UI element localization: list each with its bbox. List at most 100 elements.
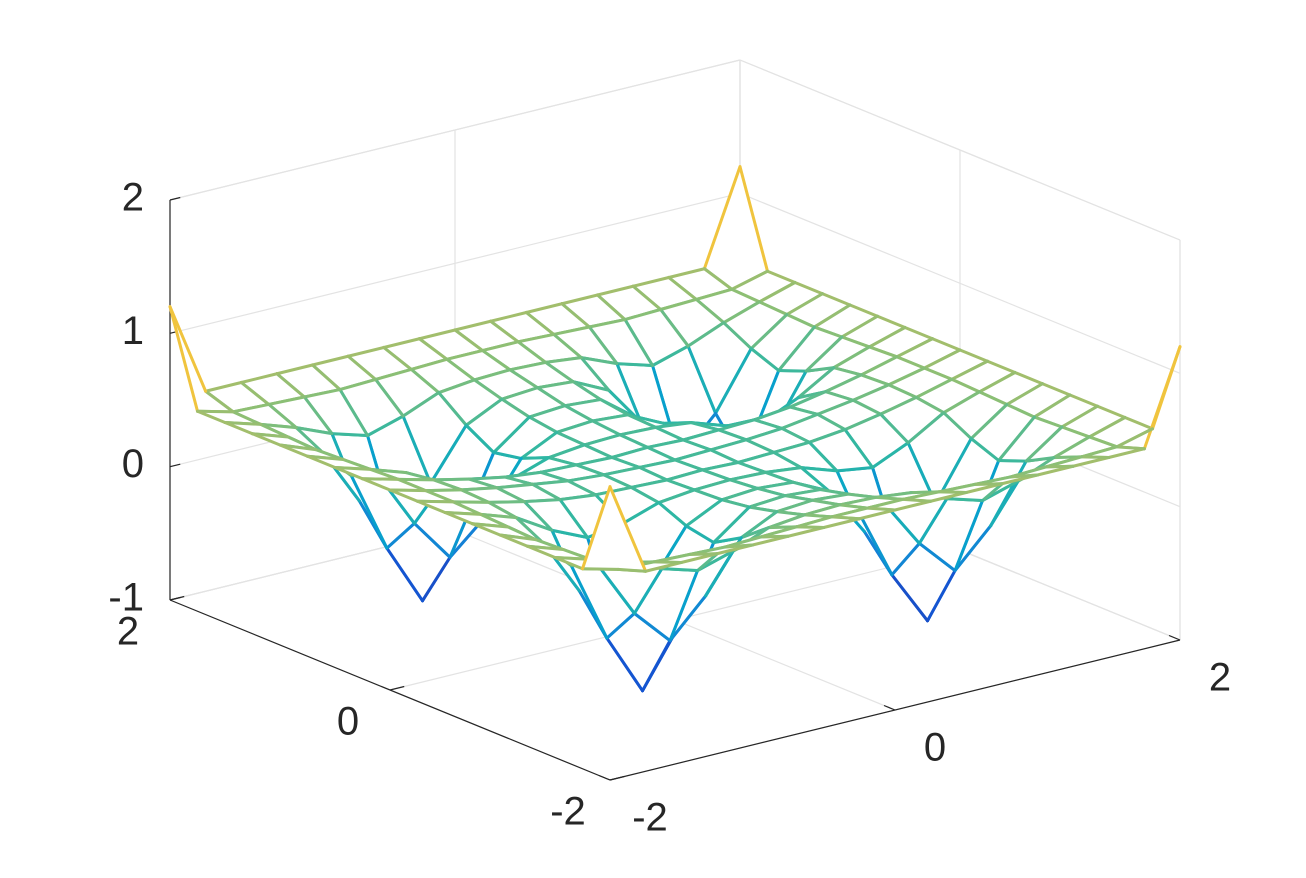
mesh-face [260,424,324,454]
mesh-face [398,479,462,491]
mesh-edge [401,414,433,485]
mesh-edge [1008,473,1039,479]
mesh-edge [558,493,598,502]
mesh-edge [684,524,716,544]
mesh-edge [508,360,548,372]
mesh-edge [1060,404,1099,429]
mesh-edge [812,303,852,329]
mesh-face [571,565,635,639]
mesh-face [634,568,698,641]
mesh-edge [749,313,789,351]
mesh-edge [527,404,567,419]
mesh-edge [366,414,405,437]
mesh-edge [550,528,589,539]
mesh-edge [1087,435,1119,449]
mesh-edge [942,390,981,415]
mesh-edge [607,388,638,419]
mesh-face [565,399,629,421]
mesh-edge [453,328,484,353]
mesh-edge [306,454,337,469]
mesh-edge [637,465,669,482]
mesh-edge [445,357,476,382]
mesh-face [482,341,546,370]
mesh-face [390,490,454,502]
mesh-face [668,268,732,300]
mesh-face [1006,383,1070,418]
mesh-edge [514,516,554,532]
mesh-edge [516,332,556,344]
mesh-edge [824,390,855,402]
mesh-edge [694,297,726,325]
mesh-edge [879,395,918,416]
mesh-edge [646,438,685,449]
mesh-face [1081,446,1145,458]
mesh-face [1034,395,1098,427]
mesh-edge [239,372,279,384]
mesh-face [170,306,234,412]
mesh-edge [802,513,834,519]
mesh-edge [830,515,861,521]
mesh-edge [851,383,891,402]
mesh-edge [835,466,874,473]
mesh-edge [804,366,836,373]
mesh-face [241,373,305,405]
mesh-edge [311,363,342,392]
mesh-edge [747,505,779,514]
mesh-face [472,523,536,540]
mesh-edge [791,480,823,492]
mesh-edge [519,456,551,460]
mesh-edge [302,395,334,436]
mesh-face [786,293,850,328]
mesh-edge [728,470,768,482]
mesh-edge [749,347,781,372]
mesh-edge [412,521,452,559]
mesh-edge [503,470,543,479]
mesh-edge [605,636,644,693]
mesh-edge [591,413,630,423]
mesh-edge [794,525,826,529]
mesh-face [252,433,316,450]
mesh-face [340,379,404,436]
mesh-face [825,374,889,401]
mesh-edge [275,372,306,399]
mesh-edge [579,356,611,392]
z-tick-label: 0 [122,442,144,486]
grid-line [169,192,741,334]
mesh-face [461,487,525,503]
mesh-edge [895,337,934,359]
mesh-edge [819,488,850,496]
mesh-edge [555,419,594,434]
mesh-edge [231,410,263,426]
mesh-edge [416,499,455,504]
mesh-edge [294,426,326,456]
mesh-edge [608,485,648,573]
x-tick [1168,634,1181,641]
mesh-edge [950,377,981,394]
mesh-edge [730,269,769,291]
mesh-edge [429,423,468,485]
mesh-edge [196,409,235,414]
mesh-edge [599,398,630,417]
mesh-edge [722,321,753,351]
mesh-edge [451,500,483,516]
mesh-edge [644,561,683,573]
mesh-edge [917,541,957,573]
mesh-face [804,504,868,517]
mesh-face [524,499,588,538]
mesh-edge [893,499,933,512]
mesh-face [778,327,842,372]
mesh-edge [223,421,254,436]
mesh-edge [722,300,761,325]
mesh-face [754,407,818,429]
mesh-edge [552,325,591,336]
mesh-edge [196,409,227,424]
mesh-edge [1013,371,1044,386]
mesh-edge [969,403,1009,441]
mesh-edge [866,506,897,512]
mesh-face [433,479,497,490]
mesh-edge [311,354,350,367]
mesh-edge [652,560,683,564]
mesh-edge [659,297,698,311]
mesh-edge [890,541,921,577]
mesh-edge [840,314,879,339]
